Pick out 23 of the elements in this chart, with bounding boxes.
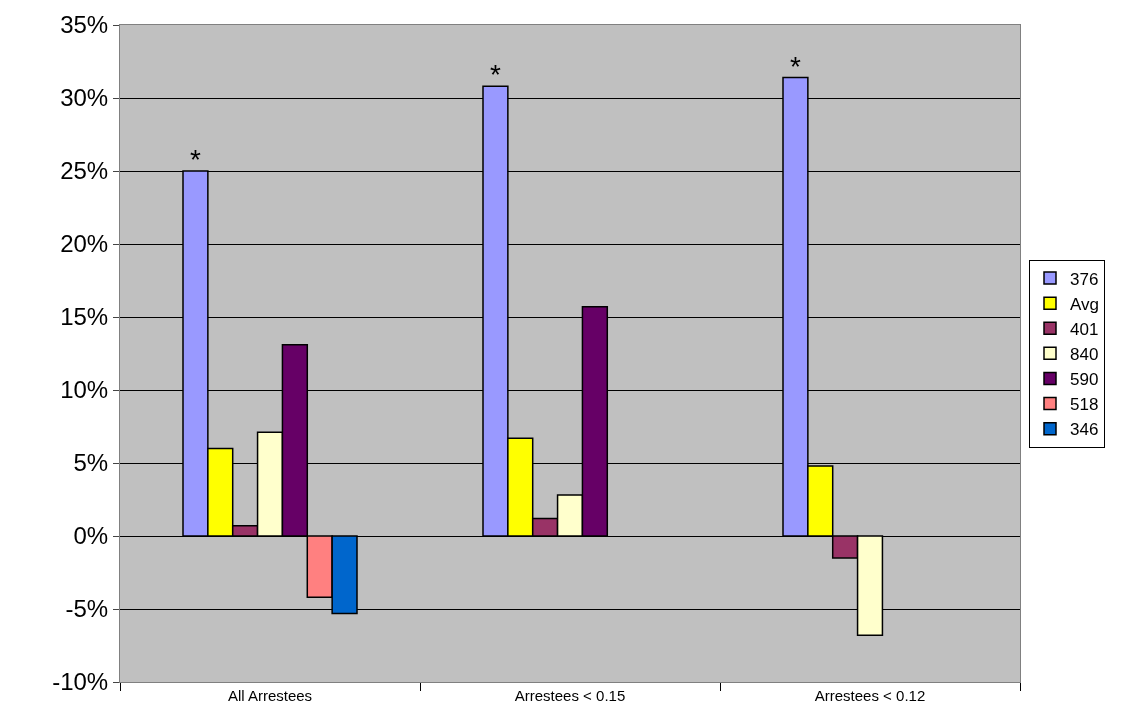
legend-label: 401 (1070, 319, 1099, 339)
legend-label: 590 (1070, 370, 1099, 390)
x-tick-label: Arrestees < 0.12 (814, 687, 926, 704)
y-tick-label: 20% (60, 230, 109, 258)
annotation: * (190, 144, 201, 175)
y-tick-label: 25% (60, 157, 109, 185)
y-tick-label: -10% (52, 668, 109, 696)
annotation: * (490, 59, 501, 90)
y-tick-label: -5% (65, 595, 109, 623)
y-tick-label: 10% (60, 376, 109, 404)
legend-label: Avg (1070, 294, 1099, 314)
x-tick-label: Arrestees < 0.15 (514, 687, 626, 704)
y-tick-label: 35% (60, 11, 109, 39)
y-tick-label: 15% (60, 303, 109, 331)
legend-label: 346 (1070, 420, 1099, 440)
annotation: * (790, 51, 801, 82)
x-tick-label: All Arrestees (227, 687, 313, 704)
legend-label: 840 (1070, 344, 1099, 364)
legend-label: 518 (1070, 395, 1099, 415)
y-tick-label: 5% (73, 449, 109, 477)
legend-label: 376 (1070, 269, 1099, 289)
y-tick-label: 30% (60, 84, 109, 112)
y-tick-label: 0% (73, 522, 109, 550)
